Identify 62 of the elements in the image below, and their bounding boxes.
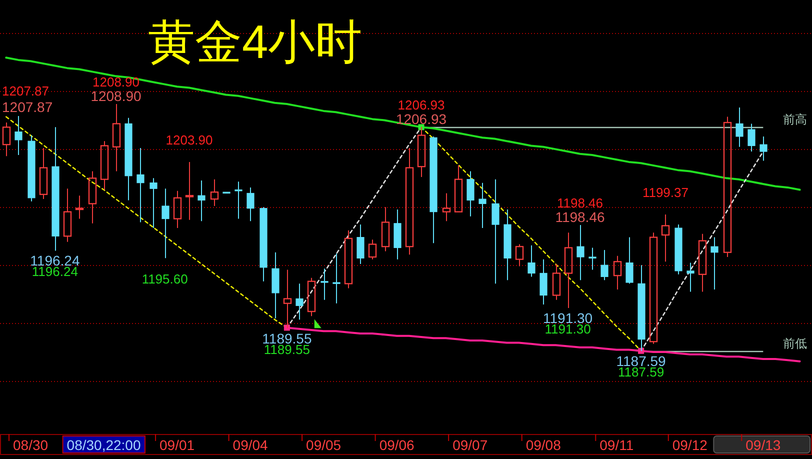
candlestick [356, 224, 364, 264]
candlestick [686, 262, 694, 292]
candlestick [528, 244, 536, 278]
annotation: 1203.90 [166, 132, 213, 148]
x-tick-label: 09/06 [379, 437, 415, 453]
candlestick [405, 148, 414, 256]
candlestick [63, 188, 72, 242]
x-tick-label: 09/07 [452, 437, 488, 453]
candlestick [478, 182, 486, 229]
x-tick-label: 09/08 [526, 437, 562, 453]
candlestick [564, 232, 573, 308]
x-tick-label: 09/13 [746, 437, 781, 453]
x-tick-label: 08/30,22:00 [66, 437, 141, 453]
candlestick [296, 283, 304, 320]
candlestick [661, 214, 670, 262]
annotation: 1206.93 [396, 110, 447, 127]
annotation: 1206.93 [398, 97, 445, 112]
candlestick [626, 236, 634, 284]
candlestick [173, 190, 182, 229]
candlestick [540, 258, 548, 306]
candlestick [492, 178, 500, 284]
candlestick [210, 178, 219, 206]
candlestick [136, 148, 144, 223]
x-tick-label: 08/30 [13, 437, 48, 453]
annotation: 1198.46 [556, 196, 604, 211]
candlestick [588, 247, 596, 270]
candlestick [760, 136, 768, 162]
candlestick [283, 269, 292, 329]
x-tick-label: 09/05 [306, 437, 342, 453]
annotation: 1199.37 [642, 184, 688, 200]
ref-line-label: 前低 [783, 336, 808, 350]
candlestick [185, 161, 194, 220]
ref-line-label: 前高 [783, 112, 808, 126]
x-tick-label: 09/01 [160, 437, 195, 453]
annotation: 1198.46 [555, 209, 605, 226]
candlestick [234, 181, 242, 220]
candlestick [75, 195, 84, 220]
candlestick [320, 268, 328, 300]
annotation: 1208.90 [92, 74, 140, 90]
candlestick [748, 123, 756, 152]
text: 1207.87 [2, 84, 49, 98]
annotation: 1195.60 [142, 272, 188, 287]
candlestick [246, 186, 254, 222]
candlestick [442, 192, 451, 222]
candlestick [162, 188, 170, 259]
candlestick [332, 253, 340, 304]
x-tick-label: 09/11 [600, 437, 634, 453]
x-tick-label: 09/04 [232, 437, 268, 453]
chart-title: 黄金4小时 [148, 15, 362, 68]
candlestick [198, 180, 206, 222]
x-tick-label: 09/12 [672, 437, 708, 453]
candlestick [466, 170, 474, 217]
candlestick [112, 104, 121, 172]
annotation: 1207.87 [2, 99, 53, 115]
candlestick [600, 250, 608, 281]
candlestick [576, 224, 584, 281]
candlestick [14, 115, 22, 156]
candlestick [88, 170, 97, 224]
candlestick [150, 178, 158, 229]
candlestick [710, 236, 718, 290]
candlestick [736, 106, 744, 148]
annotation: 1208.90 [90, 88, 142, 104]
